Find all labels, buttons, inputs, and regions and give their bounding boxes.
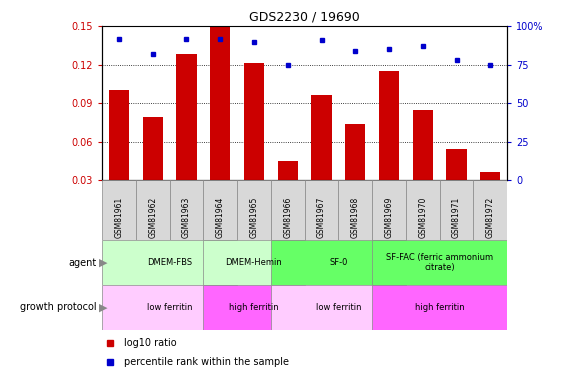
Text: GSM81963: GSM81963 [182, 196, 191, 238]
Bar [338, 180, 372, 240]
Bar [102, 285, 237, 330]
Bar [413, 110, 433, 218]
Text: growth protocol: growth protocol [20, 303, 96, 312]
Bar [102, 240, 237, 285]
Bar [271, 180, 304, 240]
Bar [203, 240, 304, 285]
Text: high ferritin: high ferritin [229, 303, 279, 312]
Bar [109, 90, 129, 218]
Bar [311, 96, 332, 218]
Text: SF-0: SF-0 [329, 258, 347, 267]
Text: ▶: ▶ [99, 258, 108, 267]
Bar [406, 180, 440, 240]
Text: low ferritin: low ferritin [315, 303, 361, 312]
Bar [237, 180, 271, 240]
Bar [271, 285, 406, 330]
Text: GSM81962: GSM81962 [148, 196, 157, 238]
Text: GSM81966: GSM81966 [283, 196, 292, 238]
Text: log10 ratio: log10 ratio [124, 338, 177, 348]
Text: GSM81961: GSM81961 [114, 196, 124, 238]
Text: GSM81968: GSM81968 [351, 196, 360, 238]
Text: GSM81964: GSM81964 [216, 196, 224, 238]
Bar [440, 180, 473, 240]
Bar [473, 180, 507, 240]
Text: GSM81967: GSM81967 [317, 196, 326, 238]
Text: GSM81972: GSM81972 [486, 196, 495, 238]
Text: low ferritin: low ferritin [147, 303, 192, 312]
Bar [372, 180, 406, 240]
Bar [176, 54, 196, 218]
Bar [142, 117, 163, 218]
Bar [480, 172, 500, 218]
Bar [102, 180, 136, 240]
Bar [372, 240, 507, 285]
Bar [379, 71, 399, 218]
Bar [203, 285, 304, 330]
Text: high ferritin: high ferritin [415, 303, 465, 312]
Title: GDS2230 / 19690: GDS2230 / 19690 [250, 11, 360, 24]
Bar [244, 63, 264, 218]
Bar [210, 26, 230, 218]
Bar [372, 285, 507, 330]
Text: SF-FAC (ferric ammonium
citrate): SF-FAC (ferric ammonium citrate) [386, 253, 493, 272]
Bar [271, 240, 406, 285]
Bar [136, 180, 170, 240]
Text: agent: agent [68, 258, 96, 267]
Text: GSM81970: GSM81970 [418, 196, 427, 238]
Bar [345, 124, 366, 218]
Text: DMEM-Hemin: DMEM-Hemin [226, 258, 282, 267]
Text: GSM81969: GSM81969 [385, 196, 394, 238]
Text: ▶: ▶ [99, 303, 108, 312]
Bar [170, 180, 203, 240]
Text: percentile rank within the sample: percentile rank within the sample [124, 357, 289, 367]
Text: GSM81965: GSM81965 [250, 196, 258, 238]
Bar [304, 180, 338, 240]
Bar [447, 149, 466, 218]
Bar [203, 180, 237, 240]
Bar [278, 161, 298, 218]
Text: GSM81971: GSM81971 [452, 196, 461, 238]
Text: DMEM-FBS: DMEM-FBS [147, 258, 192, 267]
